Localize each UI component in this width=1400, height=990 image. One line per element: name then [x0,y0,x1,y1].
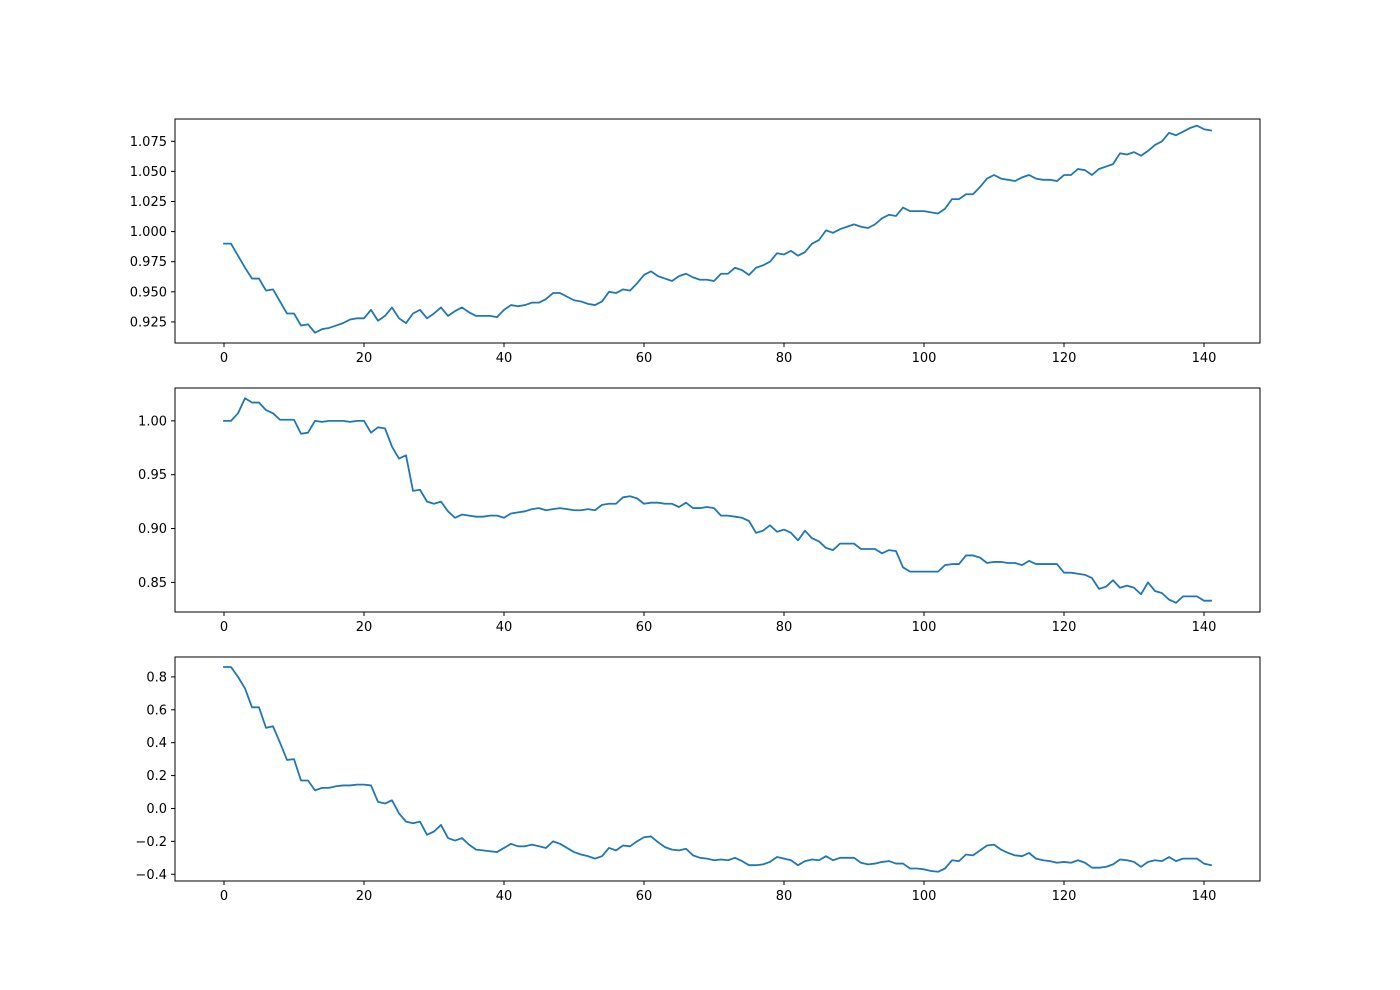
x-tick-label-0-1: 20 [356,351,373,366]
axes-frame-1 [174,387,1261,613]
y-tick-label-2-1: −0.2 [135,835,167,850]
x-tick-label-1-1: 20 [356,620,373,635]
y-tick-label-2-2: 0.0 [146,802,167,817]
x-tick-label-1-0: 0 [220,620,228,635]
y-tick-label-1-3: 1.00 [138,414,167,429]
x-tick-label-2-5: 100 [912,889,937,904]
axes-frame-2 [174,656,1261,882]
series-line-2-0 [223,666,1213,873]
subplot-bottom: 0 20 40 60 80 100 120 140 −0.4 −0.2 0.0 0.2 0.4 0.6 0.… [135,656,1261,904]
subplot-top: 0 20 40 60 80 100 120 140 0.925 0.950 0.975 1.000 1.… [130,118,1261,366]
x-tick-label-2-4: 80 [776,889,793,904]
x-tick-label-1-4: 80 [776,620,793,635]
axes-frame-0 [174,118,1261,344]
x-tick-label-0-3: 60 [636,351,653,366]
series-line-0-0 [223,124,1213,334]
y-tick-label-0-1: 0.950 [130,285,167,300]
x-tick-label-2-7: 140 [1192,889,1217,904]
y-tick-label-0-3: 1.000 [130,225,167,240]
x-tick-label-2-0: 0 [220,889,228,904]
y-tick-label-1-0: 0.85 [138,576,167,591]
y-tick-label-1-2: 0.95 [138,468,167,483]
y-tick-label-0-5: 1.050 [130,165,167,180]
x-tick-label-2-1: 20 [356,889,373,904]
x-tick-label-0-0: 0 [220,351,228,366]
x-tick-label-0-7: 140 [1192,351,1217,366]
x-tick-label-1-3: 60 [636,620,653,635]
x-tick-label-0-5: 100 [912,351,937,366]
subplot-middle: 0 20 40 60 80 100 120 140 0.85 0.90 0.95 1.00 [138,387,1261,635]
x-tick-label-0-6: 120 [1052,351,1077,366]
y-tick-label-2-6: 0.8 [146,670,167,685]
x-tick-label-2-6: 120 [1052,889,1077,904]
y-tick-label-2-0: −0.4 [135,868,167,883]
y-tick-label-1-1: 0.90 [138,522,167,537]
x-tick-label-1-6: 120 [1052,620,1077,635]
y-tick-label-2-3: 0.2 [146,769,167,784]
y-tick-label-2-5: 0.6 [146,703,167,718]
y-tick-label-2-4: 0.4 [146,736,167,751]
x-tick-label-1-5: 100 [912,620,937,635]
y-tick-label-0-4: 1.025 [130,195,167,210]
y-tick-label-0-2: 0.975 [130,255,167,270]
y-tick-label-0-6: 1.075 [130,135,167,150]
x-tick-label-0-4: 80 [776,351,793,366]
x-tick-label-1-7: 140 [1192,620,1217,635]
series-line-1-0 [223,397,1212,604]
x-tick-label-1-2: 40 [496,620,513,635]
x-tick-label-0-2: 40 [496,351,513,366]
y-tick-label-0-0: 0.925 [130,315,167,330]
x-tick-label-2-2: 40 [496,889,513,904]
x-tick-label-2-3: 60 [636,889,653,904]
